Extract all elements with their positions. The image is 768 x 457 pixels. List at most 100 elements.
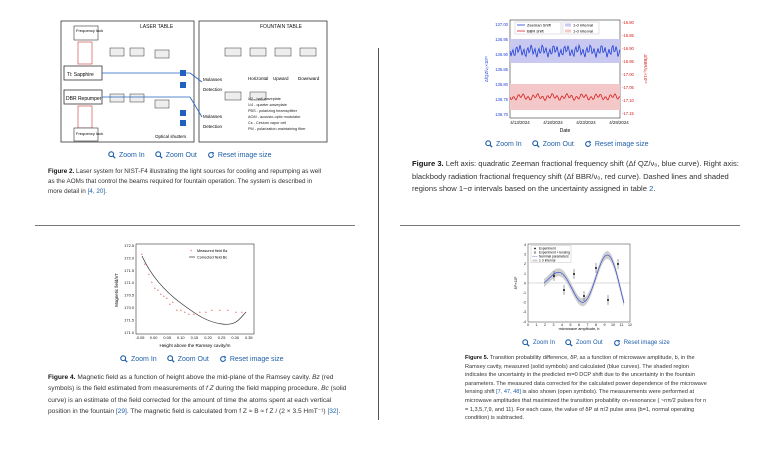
zoom-in-icon (485, 140, 493, 148)
fig5-x-tick: 0 (527, 323, 529, 327)
zeeman-series-line (509, 43, 621, 58)
right-separator (400, 225, 740, 226)
figure-2-text: Laser system for NIST-F4 illustrating th… (48, 168, 321, 195)
fig3-x-tick: 4/28/2024 (609, 120, 629, 125)
figure-5-image: 4 3 2 1 0 -1 -2 -3 -4 0 1 2 3 4 5 6 7 8 9 10 11 12 microwave… (512, 240, 634, 332)
table-2-link[interactable]: 2 (649, 184, 654, 194)
zoom-out-button[interactable]: Zoom Out (531, 140, 574, 148)
reset-icon (219, 355, 227, 362)
zoom-in-button[interactable]: Zoom In (485, 140, 522, 148)
molasses-label: Molasses (203, 77, 223, 82)
fig4-x-tick: 0.10 (177, 335, 185, 340)
fig3-right-tick: -17.15 (622, 111, 635, 116)
horizontal-label: Horizontal (248, 76, 268, 81)
fig4-x-tick: 0.35 (245, 335, 253, 340)
left-separator (35, 225, 355, 226)
zoom-out-button[interactable]: Zoom Out (166, 355, 209, 363)
fig3-right-tick: -16.90 (622, 46, 635, 51)
zoom-out-button[interactable]: Zoom Out (154, 151, 197, 159)
sapphire-label: Ti: Sapphire (67, 72, 94, 78)
optical-shutters-label: Optical shutters (155, 134, 187, 139)
fig3-right-tick: -17.05 (622, 85, 635, 90)
fig5-ylabel: δP×10³ (513, 276, 518, 289)
ref-32-link[interactable]: [32] (327, 408, 339, 416)
reset-image-size-button[interactable]: Reset image size (219, 355, 284, 363)
zoom-in-button[interactable]: Zoom In (522, 339, 555, 347)
figure-2-toolbar: Zoom In Zoom Out Reset image size (108, 151, 272, 159)
ref-29-link[interactable]: [29] (115, 408, 127, 416)
reset-image-size-button[interactable]: Reset image size (613, 339, 670, 347)
legend-nominal: Nominal parameters (539, 255, 569, 259)
zoom-out-button[interactable]: Zoom Out (565, 339, 603, 347)
measured-point: + (219, 307, 222, 312)
fig3-right-tick: -16.85 (622, 33, 635, 38)
fig4-xlabel: Height above the Ramsey cavity/m (160, 343, 231, 348)
fig3-x-tick: 4/13/2024 (510, 120, 530, 125)
nominal-curve (543, 254, 625, 304)
fig3-x-tick: 4/18/2024 (543, 120, 563, 125)
figure-3-text: Left axis: quadratic Zeeman fractional f… (412, 159, 739, 194)
fig3-right-tick: -17.10 (622, 98, 635, 103)
fig5-x-tick: 9 (604, 323, 606, 327)
bbr-series-line (509, 92, 621, 102)
measured-field-points: +++++ ++ + ++ ++ + + + + + + + + + + + (141, 251, 244, 316)
figure-3-caption: Figure 3. Left axis: quadratic Zeeman fr… (412, 159, 739, 194)
legend-line-2: λ/4 - quarter-waveplate (248, 103, 287, 107)
measured-point: + (176, 307, 179, 312)
fig4-y-tick: 171.5 (124, 317, 134, 322)
legend-interval: 1 σ interval (539, 259, 556, 263)
fig4-y-tick: 171.0 (124, 280, 135, 285)
fig5-x-tick: 3 (553, 323, 555, 327)
fig4-x-tick: -0.05 (136, 335, 145, 340)
magnetic-field-chart: +++++ ++ + ++ ++ + + + + + + + + + + + 172.5 172.0 171.5 1… (114, 243, 255, 348)
fig3-left-tick: 136.75 (495, 97, 508, 102)
reset-image-size-button[interactable]: Reset image size (584, 140, 649, 148)
refs-7-47-48-link[interactable]: [7, 47, 48] (496, 389, 521, 396)
fig5-x-tick: 1 (536, 323, 538, 327)
zoom-out-icon (531, 140, 540, 148)
fountain-table-label: FOUNTAIN TABLE (260, 24, 303, 30)
measured-point: + (157, 287, 160, 292)
figure-4-toolbar: Zoom In Zoom Out Reset image size (120, 355, 284, 363)
freq-lock-bottom: Frequency lock (76, 131, 103, 136)
measured-point: + (211, 307, 214, 312)
fig5-x-tick: 12 (628, 323, 632, 327)
measured-point: + (154, 285, 157, 290)
reset-icon (584, 140, 592, 147)
upward-label: Upward (273, 76, 289, 81)
figure-5-toolbar: Zoom In Zoom Out Reset image size (522, 339, 670, 347)
measured-point: + (141, 251, 144, 256)
fig5-x-tick: 6 (578, 323, 580, 327)
fig3-right-tick: -17.00 (622, 72, 635, 77)
legend-exp-lensing: Experiment + lensing (539, 251, 570, 255)
zoom-in-button[interactable]: Zoom In (108, 151, 145, 159)
measured-point: + (227, 307, 230, 312)
fig3-left-tick: 136.90 (495, 52, 508, 57)
fig5-y-tick: 2 (524, 262, 526, 266)
fig4-x-tick: 0.15 (191, 335, 199, 340)
fig5-y-tick: -1 (523, 291, 526, 295)
laser-system-diagram: LASER TABLE FOUNTAIN TABLE Frequency loc… (60, 20, 328, 143)
zoom-in-icon (108, 151, 116, 159)
dbr-label: DBR Repumper (66, 96, 102, 102)
detection-label: Detection (203, 87, 223, 92)
fig4-x-tick: 0.05 (163, 335, 171, 340)
measured-point: + (193, 311, 196, 316)
fig5-x-tick: 5 (570, 323, 572, 327)
zeeman-bbr-chart: 137.00 136.95 136.90 136.85 136.80 136.75 136.… (484, 19, 648, 134)
fig5-y-tick: -2 (523, 301, 526, 305)
figure-5-caption: Figure 5. Transition probability differe… (465, 355, 707, 422)
detection2-label: Detection (203, 124, 223, 129)
reset-icon (613, 339, 620, 346)
measured-point: + (151, 279, 154, 284)
fig3-ylabel-right: ΔfBBR/ν₀×10¹⁶ (643, 54, 648, 83)
figure-2-refs-link[interactable]: [4, 20] (87, 188, 106, 195)
fig3-left-tick: 137.00 (495, 22, 508, 27)
fig5-x-tick: 8 (595, 323, 597, 327)
fig4-y-tick: 170.5 (124, 293, 134, 298)
fig5-x-tick: 11 (620, 323, 624, 327)
reset-icon (207, 151, 215, 158)
zoom-in-button[interactable]: Zoom In (120, 355, 157, 363)
zoom-out-icon (565, 339, 573, 347)
reset-image-size-button[interactable]: Reset image size (207, 151, 272, 159)
